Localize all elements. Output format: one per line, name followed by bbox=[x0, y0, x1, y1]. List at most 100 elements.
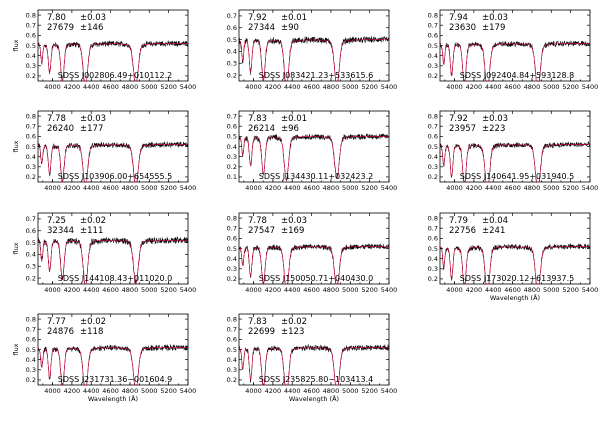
y-tick-label: 0.6 bbox=[227, 123, 237, 131]
teff-error: ±223 bbox=[482, 124, 505, 134]
y-tick-label: 0.5 bbox=[26, 143, 36, 151]
logg-value: 7.77 bbox=[47, 317, 66, 327]
teff-error: ±123 bbox=[281, 327, 304, 337]
y-tick-label: 0.3 bbox=[227, 265, 237, 273]
y-tick-label: 0.4 bbox=[428, 255, 438, 263]
y-tick-label: 0.4 bbox=[227, 48, 237, 56]
model-fit-spectrum bbox=[37, 144, 188, 183]
model-fit-spectrum bbox=[238, 136, 389, 181]
teff-value: 23957 bbox=[449, 124, 476, 134]
logg-value: 7.78 bbox=[248, 216, 267, 226]
x-tick-label: 4600 bbox=[102, 286, 119, 294]
x-tick-label: 5000 bbox=[342, 286, 359, 294]
logg-error: ±0.01 bbox=[281, 114, 307, 124]
object-name: SDSS J231731.36−001604.9 bbox=[58, 375, 172, 384]
logg-value: 7.92 bbox=[248, 13, 267, 23]
y-tick-label: 0.5 bbox=[227, 346, 237, 354]
x-tick-label: 4200 bbox=[64, 83, 81, 91]
x-tick-label: 4400 bbox=[83, 184, 100, 192]
teff-value: 32344 bbox=[47, 226, 74, 236]
x-tick-label: 4200 bbox=[466, 286, 483, 294]
spectrum-panel: 4000 4200 4400 4600 4800 5000 5200 5400 0.2 0.3 0.… bbox=[227, 9, 397, 91]
logg-value: 7.83 bbox=[248, 317, 267, 327]
y-tick-label: 0.5 bbox=[428, 245, 438, 253]
y-tick-label: 0.3 bbox=[227, 60, 237, 68]
x-tick-label: 5400 bbox=[180, 286, 197, 294]
x-tick-label: 4200 bbox=[265, 286, 282, 294]
x-tick-label: 4600 bbox=[504, 184, 521, 192]
y-tick-label: 0.5 bbox=[26, 346, 36, 354]
spectrum-panel: 4000 4200 4400 4600 4800 5000 5200 5400 0.2 0.3 0.… bbox=[12, 212, 197, 294]
y-tick-label: 0.7 bbox=[227, 12, 237, 20]
y-tick-label: 0.4 bbox=[26, 356, 36, 364]
teff-value: 27679 bbox=[47, 23, 74, 33]
y-tick-label: 0.7 bbox=[26, 215, 36, 223]
x-tick-label: 4800 bbox=[323, 286, 340, 294]
y-tick-label: 0.4 bbox=[227, 255, 237, 263]
teff-error: ±241 bbox=[482, 226, 505, 236]
x-tick-label: 5400 bbox=[180, 184, 197, 192]
x-tick-label: 5200 bbox=[361, 387, 378, 395]
logg-error: ±0.03 bbox=[281, 216, 307, 226]
y-tick-label: 0.7 bbox=[227, 225, 237, 233]
y-axis-label: flux bbox=[12, 242, 20, 254]
y-tick-label: 0.8 bbox=[428, 112, 438, 120]
logg-error: ±0.02 bbox=[281, 317, 307, 327]
object-name: SDSS J144108.43+011020.0 bbox=[58, 274, 172, 283]
x-axis-label: Wavelength (Å) bbox=[88, 394, 138, 403]
y-tick-label: 0.4 bbox=[26, 52, 36, 60]
x-tick-label: 4800 bbox=[122, 83, 139, 91]
logg-error: ±0.03 bbox=[482, 13, 508, 23]
x-tick-label: 4200 bbox=[265, 83, 282, 91]
y-tick-label: 0.3 bbox=[26, 263, 36, 271]
x-tick-label: 4800 bbox=[122, 387, 139, 395]
x-tick-label: 4200 bbox=[466, 83, 483, 91]
logg-error: ±0.02 bbox=[80, 317, 106, 327]
x-tick-label: 4000 bbox=[44, 184, 61, 192]
x-tick-label: 5200 bbox=[562, 286, 579, 294]
object-name: SDSS J092404.84+593128.8 bbox=[460, 71, 574, 80]
y-tick-label: 0.2 bbox=[26, 274, 36, 282]
x-tick-label: 4800 bbox=[524, 184, 541, 192]
y-tick-label: 0.5 bbox=[428, 42, 438, 50]
spectrum-panel: 4000 4200 4400 4600 4800 5000 5200 5400 0.2 0.3 0.… bbox=[227, 313, 397, 403]
logg-error: ±0.03 bbox=[80, 13, 106, 23]
x-tick-label: 5000 bbox=[141, 387, 158, 395]
x-tick-label: 4000 bbox=[44, 286, 61, 294]
object-name: SDSS J002806.49+010112.2 bbox=[58, 71, 172, 80]
y-tick-label: 0.4 bbox=[227, 143, 237, 151]
y-tick-label: 0.4 bbox=[26, 153, 36, 161]
teff-error: ±169 bbox=[281, 226, 304, 236]
spectrum-panel: 4000 4200 4400 4600 4800 5000 5200 5400 0.2 0.3 0.… bbox=[12, 9, 196, 91]
x-tick-label: 4800 bbox=[323, 83, 340, 91]
teff-error: ±96 bbox=[281, 124, 299, 134]
y-tick-label: 0.4 bbox=[428, 52, 438, 60]
x-tick-label: 4600 bbox=[303, 387, 320, 395]
y-tick-label: 0.5 bbox=[227, 36, 237, 44]
teff-value: 27344 bbox=[248, 23, 275, 33]
x-tick-label: 5200 bbox=[361, 286, 378, 294]
logg-value: 7.94 bbox=[449, 13, 468, 23]
teff-value: 22756 bbox=[449, 226, 476, 236]
y-tick-label: 0.2 bbox=[26, 376, 36, 384]
y-tick-label: 0.7 bbox=[26, 123, 36, 131]
y-tick-label: 0.6 bbox=[428, 235, 438, 243]
model-fit-spectrum bbox=[439, 246, 590, 285]
logg-error: ±0.03 bbox=[80, 114, 106, 124]
x-tick-label: 4400 bbox=[485, 83, 502, 91]
x-axis-label: Wavelength (Å) bbox=[289, 394, 339, 403]
y-tick-label: 0.2 bbox=[227, 163, 237, 171]
x-tick-label: 5200 bbox=[160, 387, 177, 395]
y-tick-label: 0.3 bbox=[26, 163, 36, 171]
x-tick-label: 5400 bbox=[582, 286, 599, 294]
y-tick-label: 0.2 bbox=[227, 275, 237, 283]
y-tick-label: 0.5 bbox=[26, 42, 36, 50]
y-tick-label: 0.7 bbox=[428, 22, 438, 30]
x-tick-label: 4400 bbox=[83, 387, 100, 395]
x-tick-label: 5400 bbox=[381, 184, 398, 192]
x-tick-label: 5400 bbox=[381, 286, 398, 294]
x-tick-label: 4000 bbox=[44, 83, 61, 91]
y-tick-label: 0.8 bbox=[26, 112, 36, 120]
y-tick-label: 0.8 bbox=[26, 11, 36, 19]
x-tick-label: 5000 bbox=[342, 83, 359, 91]
